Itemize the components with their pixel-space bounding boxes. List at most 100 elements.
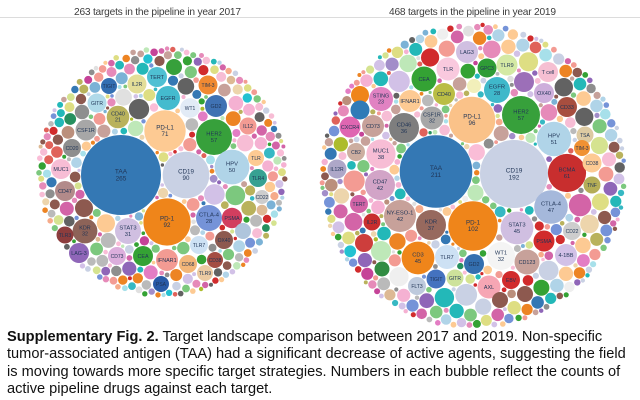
svg-text:CSF1R: CSF1R (423, 113, 441, 119)
svg-text:TLR3: TLR3 (59, 233, 71, 239)
svg-text:TIGIT: TIGIT (430, 277, 443, 283)
svg-text:IL12: IL12 (243, 124, 253, 130)
svg-text:OX40: OX40 (218, 238, 231, 244)
svg-text:32: 32 (429, 118, 435, 124)
svg-text:PD-1: PD-1 (466, 220, 481, 227)
svg-text:TNF: TNF (587, 183, 597, 189)
svg-text:TIM-3: TIM-3 (575, 146, 588, 152)
svg-text:192: 192 (509, 175, 520, 182)
svg-text:PD-1: PD-1 (160, 216, 175, 223)
svg-text:CD38: CD38 (586, 161, 599, 167)
svg-text:CSF1R: CSF1R (77, 128, 95, 134)
svg-text:61: 61 (564, 174, 570, 180)
svg-text:HER2: HER2 (513, 110, 528, 116)
svg-text:57: 57 (518, 116, 524, 122)
svg-text:TERT: TERT (353, 202, 366, 208)
svg-text:CEA: CEA (418, 77, 429, 83)
svg-text:CD19: CD19 (178, 169, 194, 176)
svg-text:KDR: KDR (79, 226, 90, 232)
svg-text:CB2: CB2 (351, 150, 361, 156)
svg-text:TLR: TLR (251, 156, 261, 162)
svg-text:28: 28 (494, 91, 500, 97)
svg-text:GITR: GITR (449, 276, 461, 282)
svg-text:50: 50 (229, 168, 235, 174)
svg-text:42: 42 (397, 217, 403, 223)
svg-text:CD47: CD47 (58, 189, 72, 195)
svg-text:TLR9: TLR9 (500, 63, 513, 69)
svg-text:KDR: KDR (425, 220, 437, 226)
svg-text:GD2: GD2 (468, 262, 479, 268)
svg-text:32: 32 (82, 231, 88, 237)
svg-text:CD33: CD33 (560, 105, 574, 111)
svg-text:PSMA: PSMA (536, 239, 552, 245)
svg-text:LAG3: LAG3 (460, 50, 474, 56)
svg-text:211: 211 (431, 172, 442, 179)
svg-text:GITR: GITR (91, 101, 103, 107)
svg-text:GPC3: GPC3 (480, 66, 494, 72)
svg-text:CD22: CD22 (566, 229, 579, 235)
svg-text:EGFR: EGFR (489, 85, 505, 91)
svg-text:CD73: CD73 (111, 254, 124, 260)
svg-text:38: 38 (378, 155, 384, 161)
svg-text:TLR4: TLR4 (252, 176, 264, 182)
svg-text:TSA: TSA (580, 133, 590, 139)
svg-text:CD19: CD19 (506, 168, 523, 175)
svg-text:CD68: CD68 (182, 262, 195, 268)
svg-text:4-1BB: 4-1BB (559, 253, 574, 259)
svg-text:45: 45 (415, 259, 421, 265)
svg-text:21: 21 (115, 117, 121, 123)
svg-text:PD-L1: PD-L1 (463, 114, 481, 121)
svg-text:HPV: HPV (226, 162, 238, 168)
svg-text:CD46: CD46 (397, 123, 412, 129)
svg-text:WT1: WT1 (495, 251, 507, 257)
svg-text:BCMA: BCMA (559, 168, 576, 174)
svg-text:TLR9: TLR9 (199, 271, 211, 277)
svg-text:CD123: CD123 (519, 260, 536, 266)
svg-text:CD40: CD40 (111, 112, 125, 118)
svg-text:36: 36 (401, 129, 407, 135)
svg-text:CD38: CD38 (209, 258, 222, 264)
svg-text:92: 92 (164, 222, 171, 229)
svg-text:23: 23 (378, 99, 384, 105)
svg-text:IFNAR1: IFNAR1 (157, 258, 176, 264)
svg-text:EBV: EBV (506, 278, 517, 284)
svg-text:FLT3: FLT3 (411, 284, 423, 290)
svg-text:102: 102 (468, 226, 479, 233)
svg-text:TAA: TAA (115, 169, 128, 176)
svg-text:WT1: WT1 (185, 106, 196, 112)
svg-text:HPV: HPV (548, 134, 560, 140)
svg-text:47: 47 (548, 208, 554, 214)
svg-text:IL2R: IL2R (132, 82, 143, 88)
svg-text:TLR7: TLR7 (193, 243, 205, 249)
svg-text:NY-ESO-1: NY-ESO-1 (387, 211, 414, 217)
svg-text:CD22: CD22 (256, 195, 269, 201)
svg-text:LAG-3: LAG-3 (71, 251, 87, 257)
svg-text:42: 42 (377, 186, 383, 192)
svg-text:TLR: TLR (443, 67, 453, 73)
svg-text:CTLA-4: CTLA-4 (199, 213, 220, 219)
svg-text:57: 57 (211, 138, 217, 144)
svg-text:PD-L1: PD-L1 (156, 125, 174, 132)
svg-text:IFNAR1: IFNAR1 (400, 99, 419, 105)
svg-text:T cell: T cell (542, 70, 555, 76)
svg-text:37: 37 (428, 226, 434, 232)
svg-text:CXCR4: CXCR4 (341, 125, 359, 131)
svg-text:CEA: CEA (137, 254, 148, 260)
svg-text:CD47: CD47 (373, 180, 388, 186)
svg-text:TAA: TAA (430, 165, 443, 172)
svg-text:90: 90 (183, 175, 190, 182)
svg-text:TLR7: TLR7 (440, 255, 453, 261)
svg-text:96: 96 (469, 120, 476, 127)
svg-text:IL12R: IL12R (330, 167, 344, 173)
svg-text:31: 31 (125, 232, 131, 238)
svg-text:45: 45 (514, 229, 520, 235)
svg-text:CD40: CD40 (437, 92, 451, 98)
svg-text:STAT3: STAT3 (119, 226, 136, 232)
svg-text:STING: STING (373, 94, 389, 100)
svg-text:CTLA-4: CTLA-4 (541, 202, 562, 208)
svg-text:TERT: TERT (150, 75, 165, 81)
svg-text:28: 28 (206, 219, 212, 225)
svg-text:CD3: CD3 (412, 253, 424, 259)
svg-text:71: 71 (162, 131, 169, 138)
svg-text:265: 265 (116, 176, 127, 183)
